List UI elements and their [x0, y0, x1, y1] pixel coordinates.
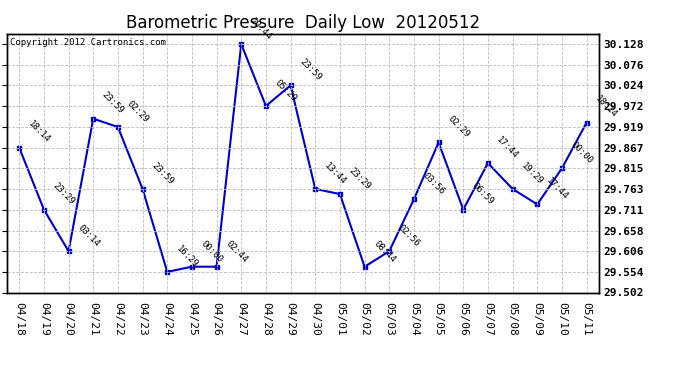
Text: 02:29: 02:29	[446, 114, 471, 140]
Text: 03:56: 03:56	[421, 171, 446, 196]
Text: 02:44: 02:44	[224, 238, 249, 264]
Text: 23:29: 23:29	[347, 166, 372, 191]
Text: 02:29: 02:29	[125, 99, 150, 124]
Text: 18:14: 18:14	[593, 94, 619, 120]
Text: 16:29: 16:29	[174, 244, 199, 269]
Text: 00:00: 00:00	[569, 140, 594, 165]
Text: 20:44: 20:44	[248, 16, 273, 41]
Title: Barometric Pressure  Daily Low  20120512: Barometric Pressure Daily Low 20120512	[126, 14, 480, 32]
Text: 18:14: 18:14	[26, 120, 52, 145]
Text: 23:59: 23:59	[297, 57, 323, 82]
Text: 03:14: 03:14	[75, 223, 101, 249]
Text: 17:44: 17:44	[495, 135, 520, 160]
Text: 23:59: 23:59	[150, 161, 175, 186]
Text: Copyright 2012 Cartronics.com: Copyright 2012 Cartronics.com	[10, 38, 166, 46]
Text: 02:56: 02:56	[396, 223, 422, 249]
Text: 19:29: 19:29	[520, 161, 545, 186]
Text: 17:44: 17:44	[544, 176, 569, 202]
Text: 08:44: 08:44	[371, 238, 397, 264]
Text: 00:00: 00:00	[199, 238, 224, 264]
Text: 05:29: 05:29	[273, 78, 298, 103]
Text: 06:59: 06:59	[470, 182, 495, 207]
Text: 23:29: 23:29	[51, 182, 76, 207]
Text: 23:59: 23:59	[100, 90, 126, 116]
Text: 13:44: 13:44	[322, 161, 348, 186]
